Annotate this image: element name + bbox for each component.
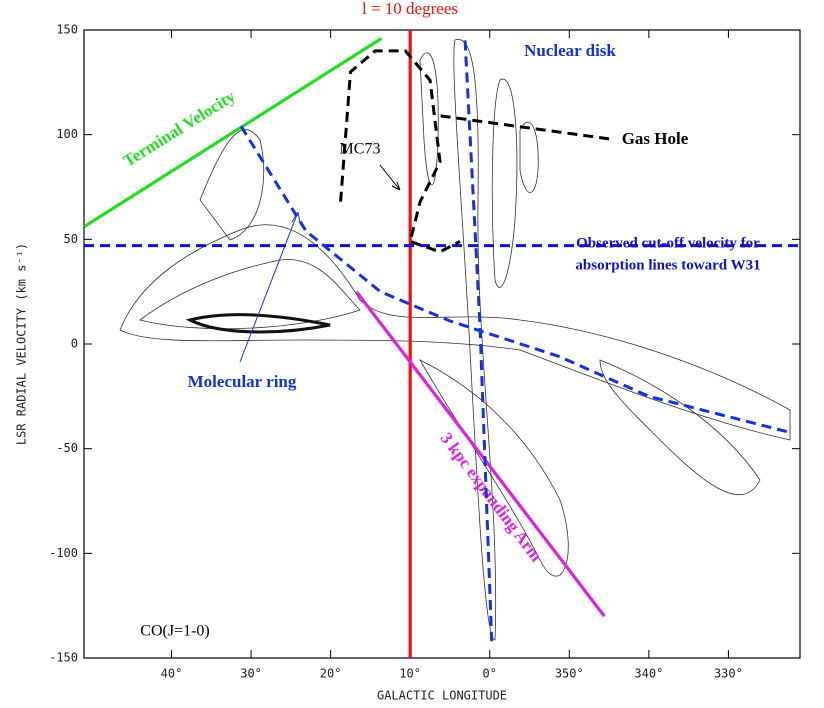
y-tick-label: 50 [64, 232, 78, 246]
annotation-arrow [379, 164, 401, 191]
x-tick-label: 340° [634, 667, 663, 681]
annotation: 3 kpc expanding Arm [437, 429, 546, 565]
overlay-line [439, 114, 610, 141]
x-tick-label: 30° [240, 667, 262, 681]
x-tick-label: 40° [161, 667, 183, 681]
x-tick-label: 350° [555, 667, 584, 681]
contour-field [119, 39, 791, 641]
y-tick-label: -50 [56, 441, 78, 455]
y-tick-label: 0 [71, 337, 78, 351]
y-axis-label: LSR RADIAL VELOCITY (km s⁻¹) [15, 243, 29, 445]
y-tick-label: 100 [56, 127, 78, 141]
y-tick-label: -150 [49, 651, 78, 665]
x-axis-label: GALACTIC LONGITUDE [377, 689, 507, 703]
overlay-line [463, 40, 494, 642]
x-tick-label: 10° [399, 667, 421, 681]
overlay-line [339, 49, 461, 254]
y-tick-label: 150 [56, 23, 78, 37]
annotation: Observed cut-off velocity for [576, 235, 760, 251]
annotation: Nuclear disk [524, 41, 616, 60]
annotation: Gas Hole [622, 129, 689, 148]
x-tick-label: 0° [483, 667, 497, 681]
y-tick-label: -100 [49, 546, 78, 560]
annotation: CO(J=1-0) [140, 623, 209, 640]
overlay-line [83, 37, 383, 229]
annotation: Terminal Velocity [120, 86, 239, 170]
annotation: l = 10 degrees [362, 0, 458, 18]
overlay-line [239, 125, 789, 434]
annotation: MC73 [340, 141, 381, 158]
x-tick-label: 330° [714, 667, 743, 681]
annotation: Molecular ring [188, 372, 297, 391]
annotation: absorption lines toward W31 [575, 257, 760, 273]
annotation-arrow [239, 211, 301, 363]
overlay-line [355, 290, 606, 618]
x-tick-label: 20° [320, 667, 342, 681]
